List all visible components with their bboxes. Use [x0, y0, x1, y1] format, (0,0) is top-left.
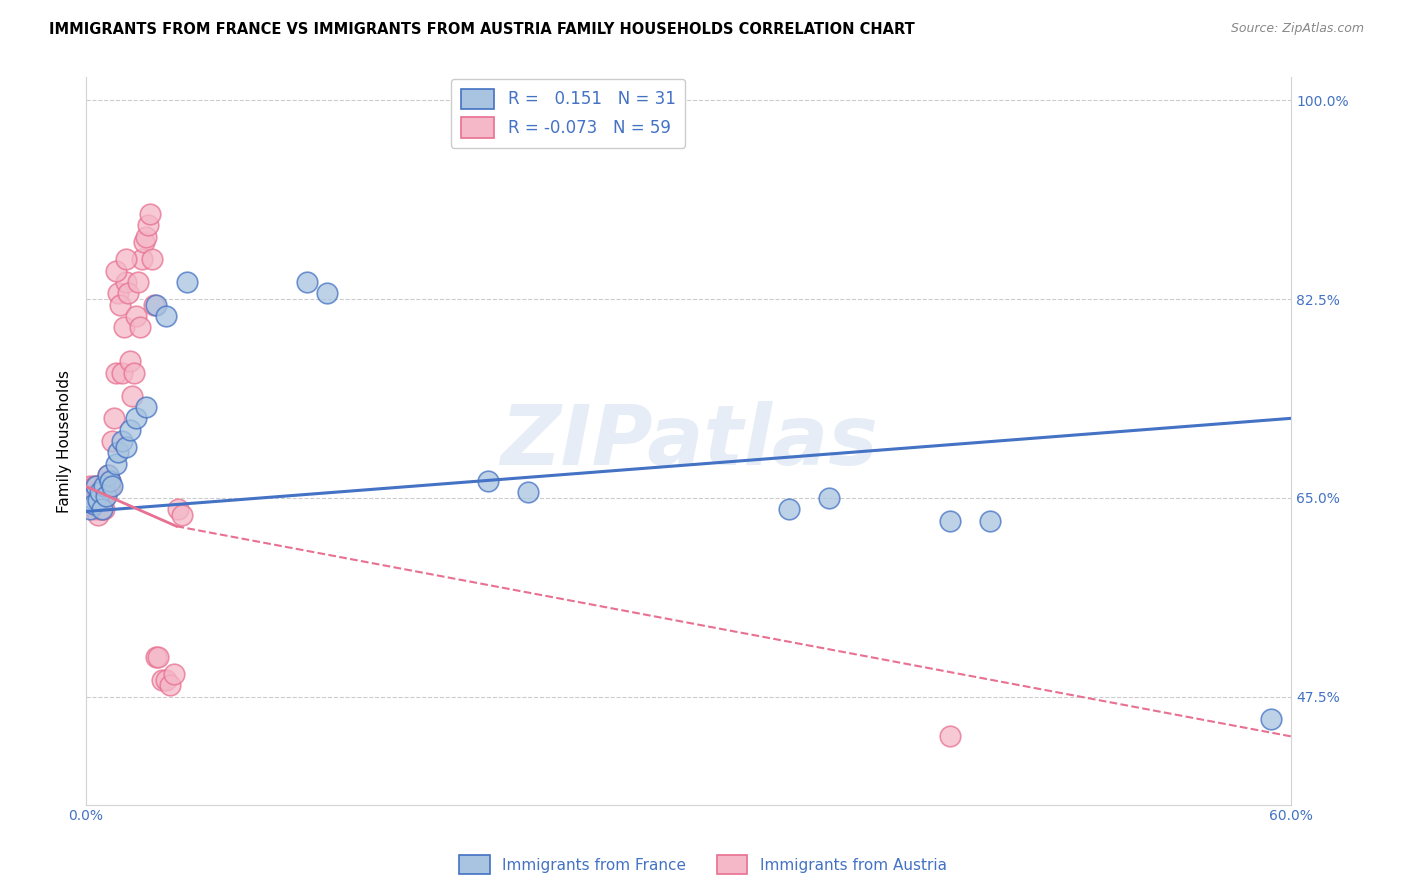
Point — [105, 457, 128, 471]
Point — [143, 298, 166, 312]
Point — [96, 489, 118, 503]
Point — [107, 286, 129, 301]
Point — [145, 649, 167, 664]
Text: IMMIGRANTS FROM FRANCE VS IMMIGRANTS FROM AUSTRIA FAMILY HOUSEHOLDS CORRELATION : IMMIGRANTS FROM FRANCE VS IMMIGRANTS FRO… — [49, 22, 915, 37]
Point — [89, 491, 111, 505]
Point — [105, 263, 128, 277]
Point — [96, 485, 118, 500]
Point — [939, 514, 962, 528]
Point — [79, 479, 101, 493]
Point — [117, 286, 139, 301]
Point — [112, 320, 135, 334]
Point — [138, 218, 160, 232]
Point — [87, 485, 110, 500]
Point — [93, 502, 115, 516]
Point — [155, 673, 177, 687]
Point — [115, 275, 138, 289]
Point — [939, 730, 962, 744]
Legend: Immigrants from France, Immigrants from Austria: Immigrants from France, Immigrants from … — [453, 849, 953, 880]
Point — [121, 388, 143, 402]
Point — [125, 411, 148, 425]
Point — [131, 252, 153, 267]
Point — [91, 502, 114, 516]
Point — [135, 229, 157, 244]
Point — [120, 354, 142, 368]
Point — [120, 423, 142, 437]
Point — [517, 485, 540, 500]
Point — [93, 479, 115, 493]
Point — [125, 309, 148, 323]
Point — [93, 491, 115, 505]
Point — [97, 479, 120, 493]
Point — [101, 479, 124, 493]
Point — [91, 491, 114, 505]
Point — [163, 667, 186, 681]
Point — [97, 468, 120, 483]
Point — [134, 235, 156, 250]
Point — [127, 275, 149, 289]
Point — [82, 485, 104, 500]
Point — [176, 275, 198, 289]
Point — [124, 366, 146, 380]
Point — [316, 286, 339, 301]
Point — [91, 485, 114, 500]
Point — [979, 514, 1001, 528]
Point — [84, 479, 107, 493]
Point — [115, 252, 138, 267]
Point — [89, 502, 111, 516]
Point — [98, 479, 121, 493]
Point — [89, 485, 111, 500]
Point — [135, 400, 157, 414]
Point — [295, 275, 318, 289]
Point — [172, 508, 194, 522]
Point — [84, 479, 107, 493]
Point — [83, 502, 105, 516]
Point — [141, 252, 163, 267]
Point — [97, 468, 120, 483]
Point — [84, 502, 107, 516]
Point — [159, 678, 181, 692]
Point — [89, 485, 111, 500]
Point — [96, 474, 118, 488]
Point — [167, 502, 190, 516]
Point — [111, 434, 134, 448]
Point — [129, 320, 152, 334]
Point — [148, 649, 170, 664]
Text: Source: ZipAtlas.com: Source: ZipAtlas.com — [1230, 22, 1364, 36]
Text: ZIPatlas: ZIPatlas — [499, 401, 877, 482]
Point — [83, 479, 105, 493]
Point — [79, 502, 101, 516]
Point — [83, 496, 105, 510]
Point — [82, 491, 104, 505]
Point — [84, 491, 107, 505]
Point — [107, 445, 129, 459]
Point — [98, 474, 121, 488]
Point — [145, 298, 167, 312]
Y-axis label: Family Households: Family Households — [58, 369, 72, 513]
Point — [155, 309, 177, 323]
Point — [778, 502, 800, 516]
Point — [103, 411, 125, 425]
Point — [110, 298, 132, 312]
Point — [477, 474, 499, 488]
Point — [87, 493, 110, 508]
Point — [82, 496, 104, 510]
Point — [98, 474, 121, 488]
Point — [87, 496, 110, 510]
Point — [115, 440, 138, 454]
Point — [79, 491, 101, 505]
Point — [1260, 713, 1282, 727]
Point — [111, 366, 134, 380]
Legend: R =   0.151   N = 31, R = -0.073   N = 59: R = 0.151 N = 31, R = -0.073 N = 59 — [451, 78, 686, 147]
Point — [152, 673, 174, 687]
Point — [87, 508, 110, 522]
Point — [818, 491, 841, 505]
Point — [105, 366, 128, 380]
Point — [139, 207, 162, 221]
Point — [91, 502, 114, 516]
Point — [101, 434, 124, 448]
